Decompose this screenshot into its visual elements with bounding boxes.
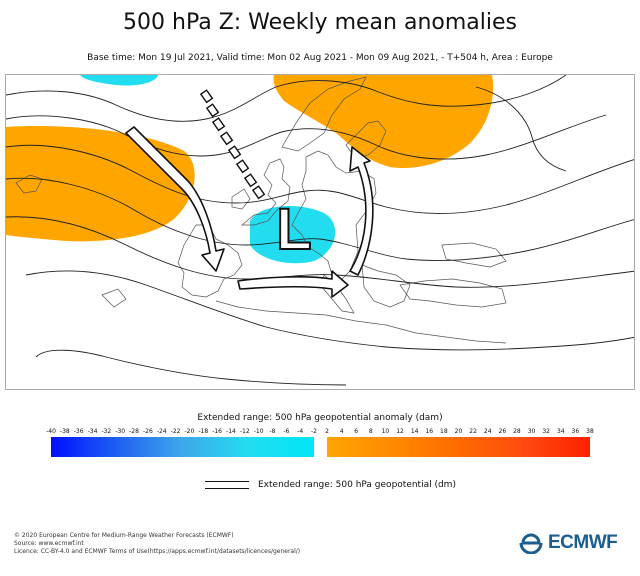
positive-anomaly-scandinavia xyxy=(273,75,494,169)
contour-legend-line xyxy=(205,481,249,489)
low-pressure-label: L xyxy=(276,197,311,262)
negative-anomaly-north xyxy=(80,75,158,86)
positive-tick-label: 12 xyxy=(396,428,404,435)
coastlines xyxy=(15,76,507,344)
negative-tick-label: -24 xyxy=(156,428,167,435)
positive-tick-label: 30 xyxy=(527,428,536,435)
negative-tick-label: -22 xyxy=(170,428,181,435)
negative-tick-label: -2 xyxy=(311,428,317,435)
licence-text: Licence: CC-BY-4.0 and ECMWF Terms of Us… xyxy=(14,548,301,555)
positive-tick-label: 38 xyxy=(586,428,594,435)
negative-tick-label: -40 xyxy=(46,428,56,435)
trough-axis xyxy=(199,89,266,200)
contour-legend-label: Extended range: 500 hPa geopotential (dm… xyxy=(258,480,456,490)
eastward-flow-arrow xyxy=(237,270,349,298)
ecmwf-logo-icon xyxy=(519,533,543,554)
negative-tick-label: -4 xyxy=(297,428,304,435)
negative-tick-label: -20 xyxy=(184,428,195,435)
negative-tick-label: -14 xyxy=(226,428,236,435)
negative-tick-label: -6 xyxy=(283,428,290,435)
negative-tick-label: -28 xyxy=(129,428,139,435)
negative-tick-label: -16 xyxy=(212,428,222,435)
negative-tick-label: -26 xyxy=(142,428,153,435)
positive-tick-label: 2 xyxy=(325,428,329,435)
positive-tick-label: 6 xyxy=(354,428,359,435)
positive-tick-label: 20 xyxy=(454,428,463,435)
negative-tick-label: -34 xyxy=(87,428,98,435)
positive-tick-label: 4 xyxy=(339,428,344,435)
negative-tick-label: -32 xyxy=(101,428,112,435)
positive-tick-label: 18 xyxy=(440,428,448,435)
positive-tick-label: 14 xyxy=(410,428,419,435)
southward-flow-arrow xyxy=(125,126,225,272)
anomaly-map: L xyxy=(5,74,635,390)
copyright-text: © 2020 European Centre for Medium-Range … xyxy=(14,532,234,539)
ecmwf-logo-text: ECMWF xyxy=(548,532,618,553)
positive-tick-label: 22 xyxy=(469,428,477,435)
negative-tick-label: -36 xyxy=(73,428,84,435)
colorbar-title: Extended range: 500 hPa geopotential ano… xyxy=(197,413,443,423)
positive-tick-label: 24 xyxy=(483,428,492,435)
chart-subtitle: Base time: Mon 19 Jul 2021, Valid time: … xyxy=(87,53,553,63)
positive-tick-label: 8 xyxy=(368,428,373,435)
ecmwf-logo: ECMWF xyxy=(518,531,628,555)
flow-arrows xyxy=(125,126,374,298)
positive-tick-label: 36 xyxy=(571,428,580,435)
positive-tick-label: 28 xyxy=(513,428,521,435)
positive-tick-label: 32 xyxy=(542,428,550,435)
geopotential-contours xyxy=(6,75,634,386)
positive-anomaly-atlantic xyxy=(6,126,195,242)
negative-tick-label: -30 xyxy=(115,428,126,435)
map-canvas: L xyxy=(6,75,634,386)
northward-flow-arrow xyxy=(349,146,374,276)
colorbar-negative xyxy=(51,437,314,457)
negative-anomaly-central xyxy=(250,206,336,264)
negative-tick-label: -12 xyxy=(239,428,250,435)
negative-tick-label: -8 xyxy=(269,428,276,435)
chart-title: 500 hPa Z: Weekly mean anomalies xyxy=(123,10,517,35)
negative-tick-label: -18 xyxy=(198,428,209,435)
colorbar-ticks: -40 -38 -36 -34 -32 -30 -28 -26 -24 -22 -20 -18 -16-… xyxy=(0,428,640,438)
positive-tick-label: 34 xyxy=(556,428,565,435)
positive-tick-label: 26 xyxy=(498,428,507,435)
positive-tick-label: 16 xyxy=(425,428,434,435)
source-text: Source: www.ecmwf.int xyxy=(14,540,84,547)
footer: © 2020 European Centre for Medium-Range … xyxy=(14,532,300,556)
positive-tick-label: 10 xyxy=(381,428,390,435)
negative-tick-label: -10 xyxy=(253,428,264,435)
negative-tick-label: -38 xyxy=(59,428,70,435)
colorbar-positive xyxy=(327,437,590,457)
